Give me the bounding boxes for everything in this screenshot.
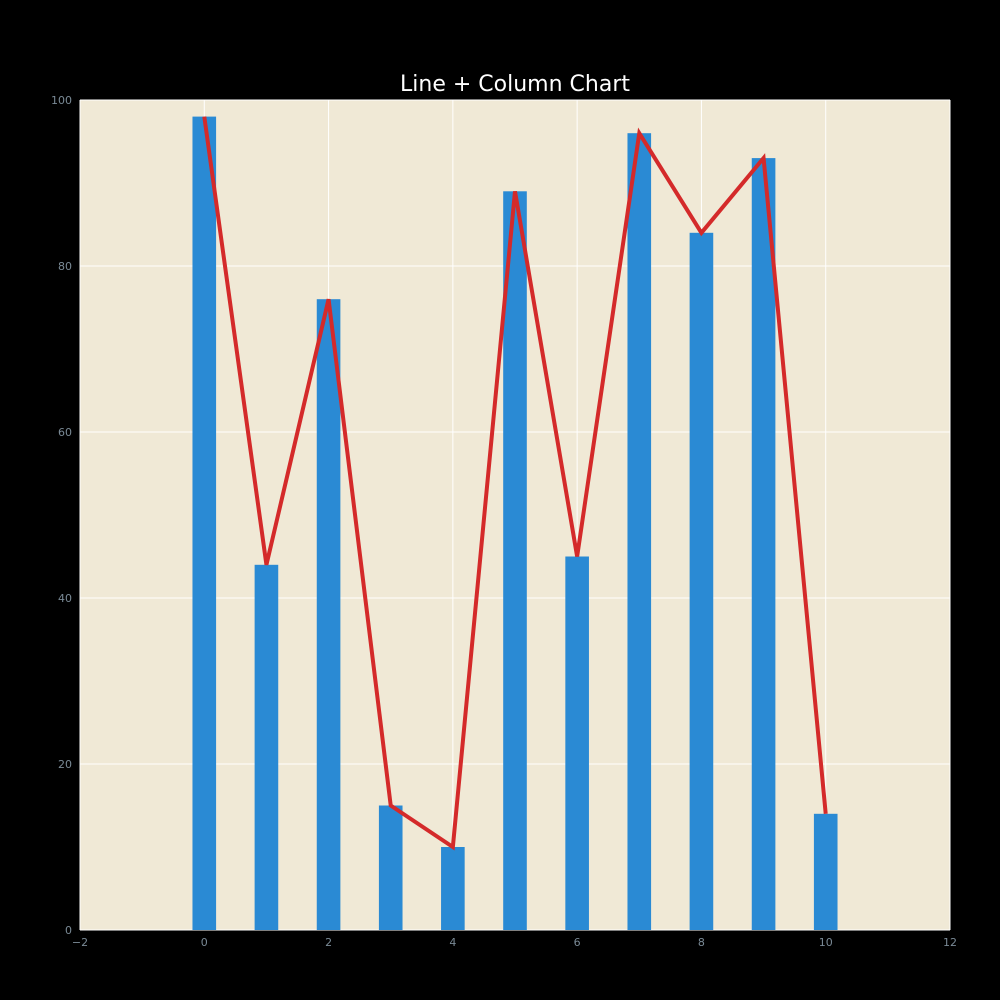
bar (316, 299, 341, 930)
y-tick-label: 100 (51, 94, 72, 107)
bar (254, 564, 279, 930)
y-tick-label: 20 (58, 758, 72, 771)
line-series (202, 116, 828, 851)
y-tick-label: 80 (58, 260, 72, 273)
bar (751, 158, 776, 931)
bar-series (192, 116, 838, 931)
bar (689, 232, 714, 931)
x-tick-label: −2 (72, 936, 88, 949)
chart-title: Line + Column Chart (400, 72, 630, 97)
y-tick-label: 0 (65, 924, 72, 937)
y-tick-labels: 0 20 40 60 80 100 (51, 94, 72, 937)
y-tick-label: 40 (58, 592, 72, 605)
x-tick-label: 4 (449, 936, 456, 949)
x-tick-label: 8 (698, 936, 705, 949)
x-tick-label: 0 (201, 936, 208, 949)
x-tick-label: 10 (819, 936, 833, 949)
bar (565, 556, 589, 930)
bar (813, 813, 838, 930)
bar (441, 847, 465, 930)
bar (503, 191, 527, 931)
x-tick-label: 6 (574, 936, 581, 949)
bar (378, 805, 403, 930)
bar (627, 133, 652, 930)
bar (192, 116, 217, 931)
y-tick-label: 60 (58, 426, 72, 439)
x-tick-label: 2 (325, 936, 332, 949)
x-tick-labels: −2 0 2 4 6 8 10 12 (72, 936, 957, 949)
x-tick-label: 12 (943, 936, 957, 949)
